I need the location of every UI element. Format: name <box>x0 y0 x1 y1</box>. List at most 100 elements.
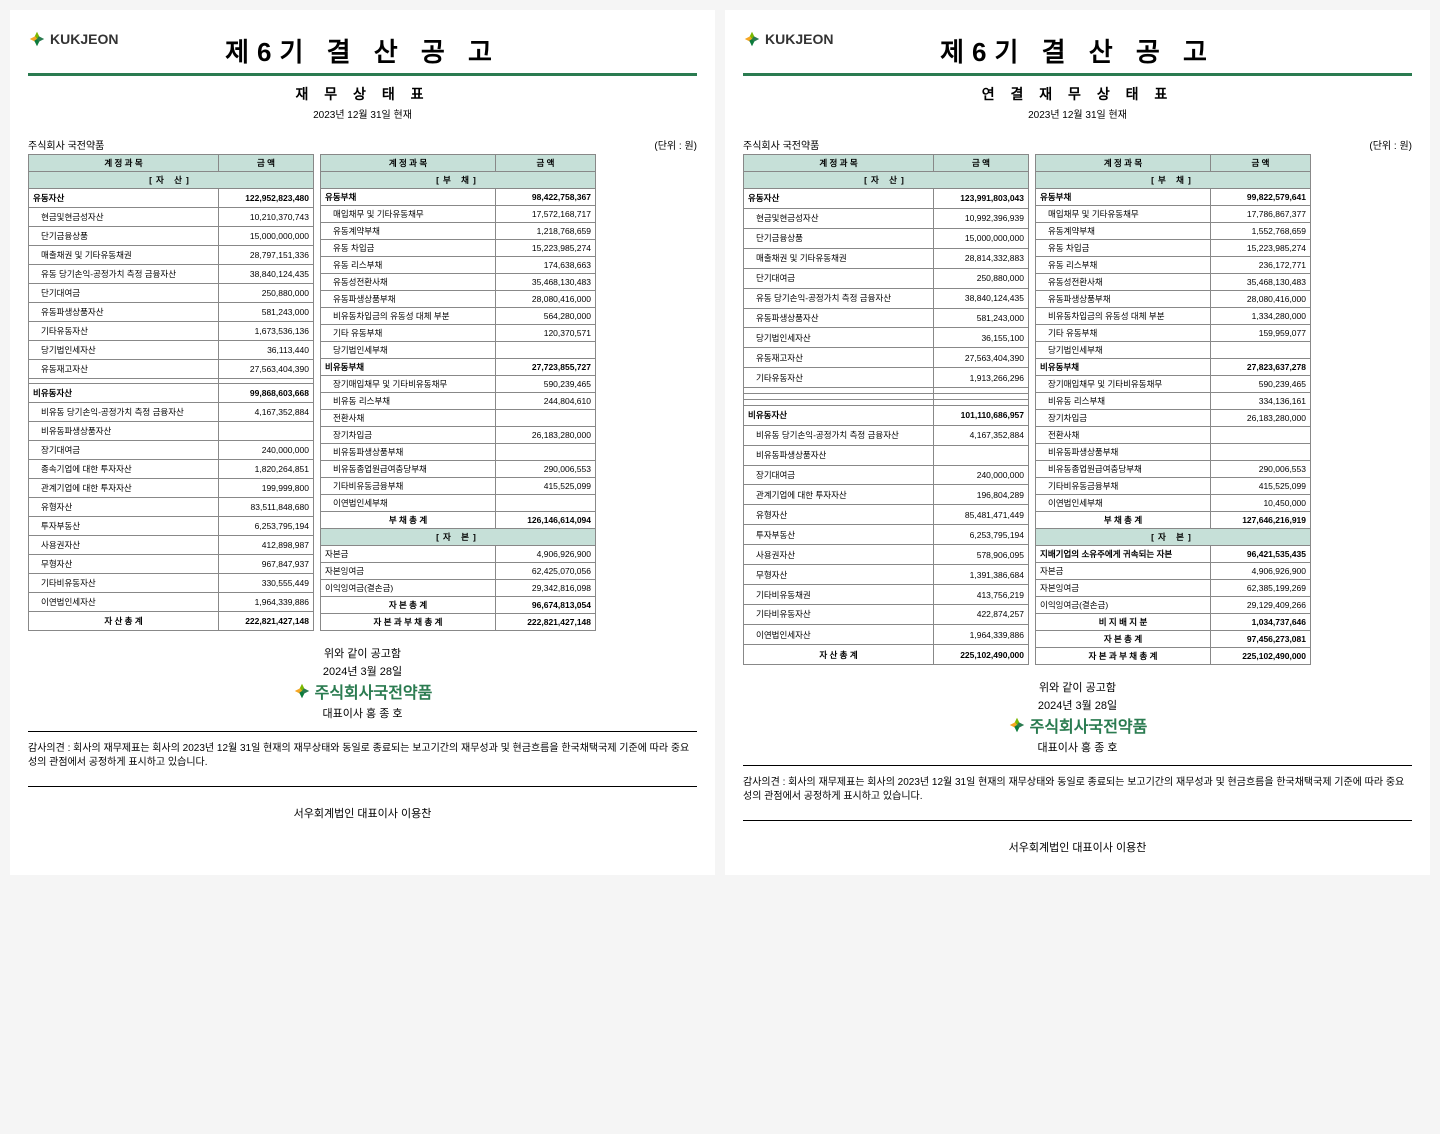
account-cell: 비유동 리스부채 <box>321 393 496 410</box>
account-cell: 투자부동산 <box>744 525 934 545</box>
liab-total: 127,646,216,919 <box>1211 512 1311 529</box>
table-row: 비유동 당기손익-공정가치 측정 금융자산4,167,352,884 <box>29 403 314 422</box>
table-row: 유동파생상품부채28,080,416,000 <box>321 291 596 308</box>
amount-cell: 244,804,610 <box>496 393 596 410</box>
amount-cell: 174,638,663 <box>496 257 596 274</box>
table-row: 기타 유동부채159,959,077 <box>1036 325 1311 342</box>
account-cell: 유동 당기손익-공정가치 측정 금융자산 <box>29 264 219 283</box>
amount-cell: 35,468,130,483 <box>496 274 596 291</box>
table-row: 장기차입금26,183,280,000 <box>321 427 596 444</box>
account-cell: 비유동 리스부채 <box>1036 393 1211 410</box>
unit-label: (단위 : 원) <box>654 137 697 152</box>
equity-total: 96,674,813,054 <box>496 597 596 614</box>
amount-cell: 38,840,124,435 <box>934 288 1029 308</box>
amount-cell: 1,552,768,659 <box>1211 223 1311 240</box>
liab-rows-left: 유동부채98,422,758,367매입채무 및 기타유동채무17,572,16… <box>321 189 596 512</box>
table-row: 기타비유동자산330,555,449 <box>29 573 314 592</box>
table-row: 단기대여금250,880,000 <box>744 268 1029 288</box>
amount-cell: 62,385,199,269 <box>1211 580 1311 597</box>
table-row: 유동 리스부채174,638,663 <box>321 257 596 274</box>
account-cell: 관계기업에 대한 투자자산 <box>744 485 934 505</box>
table-row: 전환사채 <box>1036 427 1311 444</box>
account-cell: 유동 리스부채 <box>1036 257 1211 274</box>
footer-company: 주식회사국전약품 <box>315 679 433 703</box>
account-cell: 이익잉여금(결손금) <box>1036 597 1211 614</box>
amount-cell: 29,342,816,098 <box>496 580 596 597</box>
table-row: 단기금융상품15,000,000,000 <box>744 228 1029 248</box>
table-row: 비유동파생상품부채 <box>1036 444 1311 461</box>
amount-cell <box>1211 444 1311 461</box>
amount-cell: 27,563,404,390 <box>934 348 1029 368</box>
amount-cell: 85,481,471,449 <box>934 505 1029 525</box>
amount-cell: 6,253,795,194 <box>219 517 314 536</box>
company-name: 주식회사 국전약품 <box>743 137 819 152</box>
unit-label: (단위 : 원) <box>1369 137 1412 152</box>
logo-text: KUKJEON <box>50 31 118 47</box>
table-row: 장기차입금26,183,280,000 <box>1036 410 1311 427</box>
table-row: 유동파생상품자산581,243,000 <box>744 308 1029 328</box>
account-cell: 자본금 <box>1036 563 1211 580</box>
table-row: 관계기업에 대한 투자자산196,804,289 <box>744 485 1029 505</box>
table-row: 유동성전환사채35,468,130,483 <box>1036 274 1311 291</box>
amount-cell: 415,525,099 <box>496 478 596 495</box>
amount-cell: 62,425,070,056 <box>496 563 596 580</box>
page-left: KUKJEON 제6기 결 산 공 고 재 무 상 태 표 2023년 12월 … <box>10 10 715 875</box>
table-row: 자본금4,906,926,900 <box>321 546 596 563</box>
equity-rows-right: 자본금4,906,926,900자본잉여금62,385,199,269이익잉여금… <box>1036 563 1311 614</box>
account-cell: 유동파생상품부채 <box>1036 291 1211 308</box>
amount-cell: 122,952,823,480 <box>219 189 314 208</box>
table-row: 매출채권 및 기타유동채권28,814,332,883 <box>744 248 1029 268</box>
table-row: 비유동차입금의 유동성 대체 부분1,334,280,000 <box>1036 308 1311 325</box>
table-row: 비유동종업원급여충당부채290,006,553 <box>1036 461 1311 478</box>
amount-cell: 4,167,352,884 <box>219 403 314 422</box>
account-cell: 전환사채 <box>321 410 496 427</box>
th-amount: 금 액 <box>496 155 596 172</box>
amount-cell: 17,786,867,377 <box>1211 206 1311 223</box>
audit-opinion: 감사의견 : 회사의 재무제표는 회사의 2023년 12월 31일 현재의 재… <box>743 776 1412 804</box>
liab-total-label: 부 채 총 계 <box>1036 512 1211 529</box>
account-cell: 비유동 당기손익-공정가치 측정 금융자산 <box>744 425 934 445</box>
account-cell: 유동자산 <box>29 189 219 208</box>
amount-cell <box>934 445 1029 465</box>
amount-cell: 35,468,130,483 <box>1211 274 1311 291</box>
amount-cell: 123,991,803,043 <box>934 189 1029 209</box>
auditor: 서우회계법인 대표이사 이용찬 <box>28 805 697 821</box>
separator <box>743 765 1412 766</box>
table-row: 유동 차입금15,223,985,274 <box>1036 240 1311 257</box>
amount-cell: 26,183,280,000 <box>496 427 596 444</box>
table-row: 기타유동자산1,673,536,136 <box>29 321 314 340</box>
footer-rep: 대표이사 홍 종 호 <box>28 705 697 721</box>
account-cell: 기타비유동자산 <box>744 605 934 625</box>
amount-cell: 28,814,332,883 <box>934 248 1029 268</box>
table-row: 매입채무 및 기타유동채무17,786,867,377 <box>1036 206 1311 223</box>
table-row: 현금및현금성자산10,210,370,743 <box>29 207 314 226</box>
table-row: 단기대여금250,880,000 <box>29 283 314 302</box>
amount-cell: 99,868,603,668 <box>219 384 314 403</box>
account-cell: 단기금융상품 <box>29 226 219 245</box>
subtitle-left: 재 무 상 태 표 <box>28 84 697 104</box>
account-cell: 유동 당기손익-공정가치 측정 금융자산 <box>744 288 934 308</box>
account-cell: 장기차입금 <box>321 427 496 444</box>
account-cell: 단기금융상품 <box>744 228 934 248</box>
amount-cell: 98,422,758,367 <box>496 189 596 206</box>
amount-cell: 1,964,339,886 <box>934 624 1029 644</box>
logo-text: KUKJEON <box>765 31 833 47</box>
table-row: 이익잉여금(결손금)29,342,816,098 <box>321 580 596 597</box>
account-cell: 기타비유동채권 <box>744 585 934 605</box>
account-cell: 종속기업에 대한 투자자산 <box>29 460 219 479</box>
account-cell: 유동자산 <box>744 189 934 209</box>
table-row: 유동파생상품자산581,243,000 <box>29 302 314 321</box>
amount-cell: 290,006,553 <box>1211 461 1311 478</box>
logo-icon <box>28 30 46 48</box>
account-cell: 비유동자산 <box>744 405 934 425</box>
liab-total-row: 부 채 총 계 126,146,614,094 <box>321 512 596 529</box>
account-cell: 사용권자산 <box>29 536 219 555</box>
account-cell: 투자부동산 <box>29 517 219 536</box>
amount-cell: 1,964,339,886 <box>219 592 314 611</box>
account-cell: 유동 차입금 <box>1036 240 1211 257</box>
amount-cell: 236,172,771 <box>1211 257 1311 274</box>
footer-rep: 대표이사 홍 종 호 <box>743 739 1412 755</box>
account-cell: 기타유동자산 <box>744 368 934 388</box>
account-cell: 기타비유동자산 <box>29 573 219 592</box>
amount-cell: 28,080,416,000 <box>496 291 596 308</box>
